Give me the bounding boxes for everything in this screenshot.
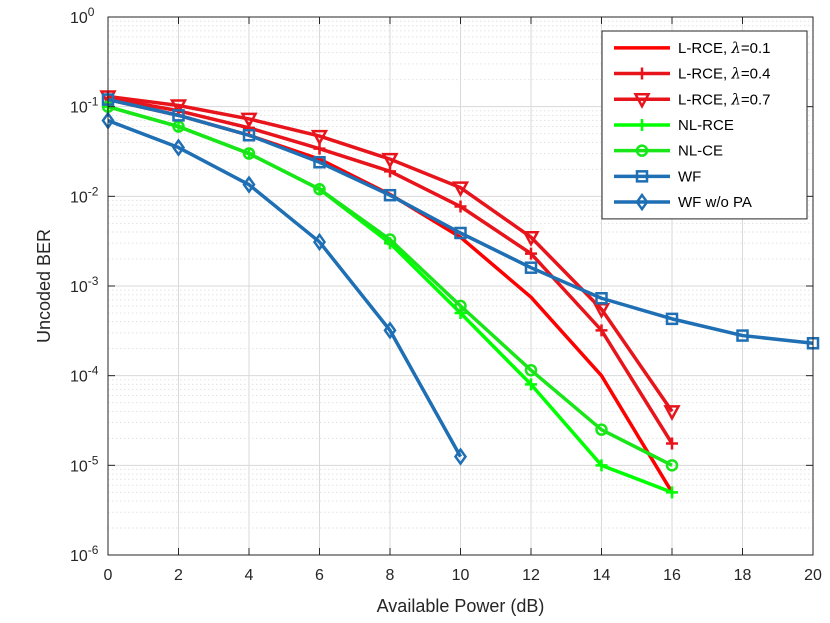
data-point: [454, 306, 467, 319]
data-point: [524, 363, 538, 377]
data-point: [451, 181, 470, 198]
data-point: [665, 459, 679, 472]
y-tick-label: 10-4: [70, 364, 99, 386]
data-point: [635, 144, 649, 157]
data-point: [522, 230, 540, 247]
data-point: [172, 109, 185, 122]
y-tick-label: 10-6: [70, 543, 99, 565]
data-point: [595, 324, 608, 337]
data-point: [665, 312, 679, 326]
data-point: [381, 152, 399, 169]
data-point: [454, 200, 467, 213]
data-point: [736, 329, 749, 342]
data-point: [169, 99, 188, 116]
x-tick-label: 16: [663, 567, 681, 584]
data-point: [595, 292, 608, 305]
data-point: [242, 175, 256, 194]
data-point: [524, 261, 538, 274]
x-tick-label: 0: [104, 567, 113, 584]
x-tick-label: 12: [522, 567, 540, 584]
data-point: [666, 486, 678, 499]
legend-entry: L-RCE, λ=0.7: [614, 90, 770, 109]
data-point: [313, 155, 326, 169]
series-line: [107, 104, 673, 467]
series-wf-w-o-pa: [101, 111, 468, 466]
x-tick-label: 6: [315, 567, 324, 584]
y-tick-label: 10-1: [70, 95, 99, 117]
series-line: [107, 94, 674, 413]
y-tick-label: 10-5: [70, 453, 99, 475]
series-line: [107, 118, 463, 458]
y-tick-label: 10-3: [70, 274, 99, 296]
x-tick-label: 10: [452, 567, 470, 584]
legend-entry: NL-RCE: [614, 117, 734, 134]
legend-label: WF: [678, 168, 701, 185]
data-point: [171, 138, 186, 157]
data-point: [383, 233, 397, 246]
data-point: [525, 378, 537, 391]
legend-label: L-RCE, λ=0.7: [678, 90, 770, 108]
data-point: [635, 192, 649, 212]
y-axis-label: Uncoded BER: [34, 229, 54, 343]
data-point: [635, 170, 649, 183]
data-point: [595, 423, 608, 436]
legend-entry: NL-CE: [614, 143, 723, 160]
legend-label: NL-CE: [678, 143, 723, 160]
data-point: [595, 459, 608, 472]
series-l-rce07: [99, 90, 681, 421]
data-point: [636, 118, 648, 131]
data-point: [242, 128, 256, 142]
legend-label: NL-RCE: [678, 117, 734, 134]
legend-label: L-RCE, λ=0.1: [678, 39, 770, 57]
x-tick-label: 14: [593, 567, 611, 584]
legend-label: WF w/o PA: [678, 194, 752, 211]
legend-label: L-RCE, λ=0.4: [678, 65, 770, 83]
legend-entry: L-RCE, λ=0.4: [614, 65, 770, 83]
y-tick-label: 10-2: [70, 184, 99, 206]
legend-entry: WF: [614, 168, 701, 185]
y-tick-label: 100: [70, 5, 95, 27]
legend-entry: WF w/o PA: [614, 192, 752, 212]
legend-entry: L-RCE, λ=0.1: [614, 39, 770, 57]
data-point: [633, 93, 651, 109]
data-point: [383, 188, 397, 202]
data-point: [313, 182, 326, 196]
data-point: [666, 437, 678, 450]
data-point: [636, 67, 648, 80]
data-point: [525, 247, 537, 260]
data-point: [454, 226, 467, 240]
legend: L-RCE, λ=0.1 L-RCE, λ=0.4 L-RCE, λ=0.7 NL-R…: [601, 30, 808, 220]
data-point: [310, 129, 329, 146]
data-point: [663, 405, 681, 421]
x-tick-label: 8: [386, 567, 395, 584]
data-point: [242, 147, 256, 160]
x-tick-label: 2: [174, 567, 183, 584]
data-point: [312, 232, 327, 252]
x-tick-label: 4: [245, 567, 254, 584]
x-tick-label: 20: [804, 567, 822, 584]
data-point: [240, 112, 258, 129]
data-point: [454, 299, 467, 313]
series-line: [107, 97, 814, 345]
x-axis-label: Available Power (dB): [377, 596, 545, 616]
x-tick-label: 18: [734, 567, 752, 584]
data-point: [453, 447, 468, 466]
data-point: [383, 321, 397, 340]
